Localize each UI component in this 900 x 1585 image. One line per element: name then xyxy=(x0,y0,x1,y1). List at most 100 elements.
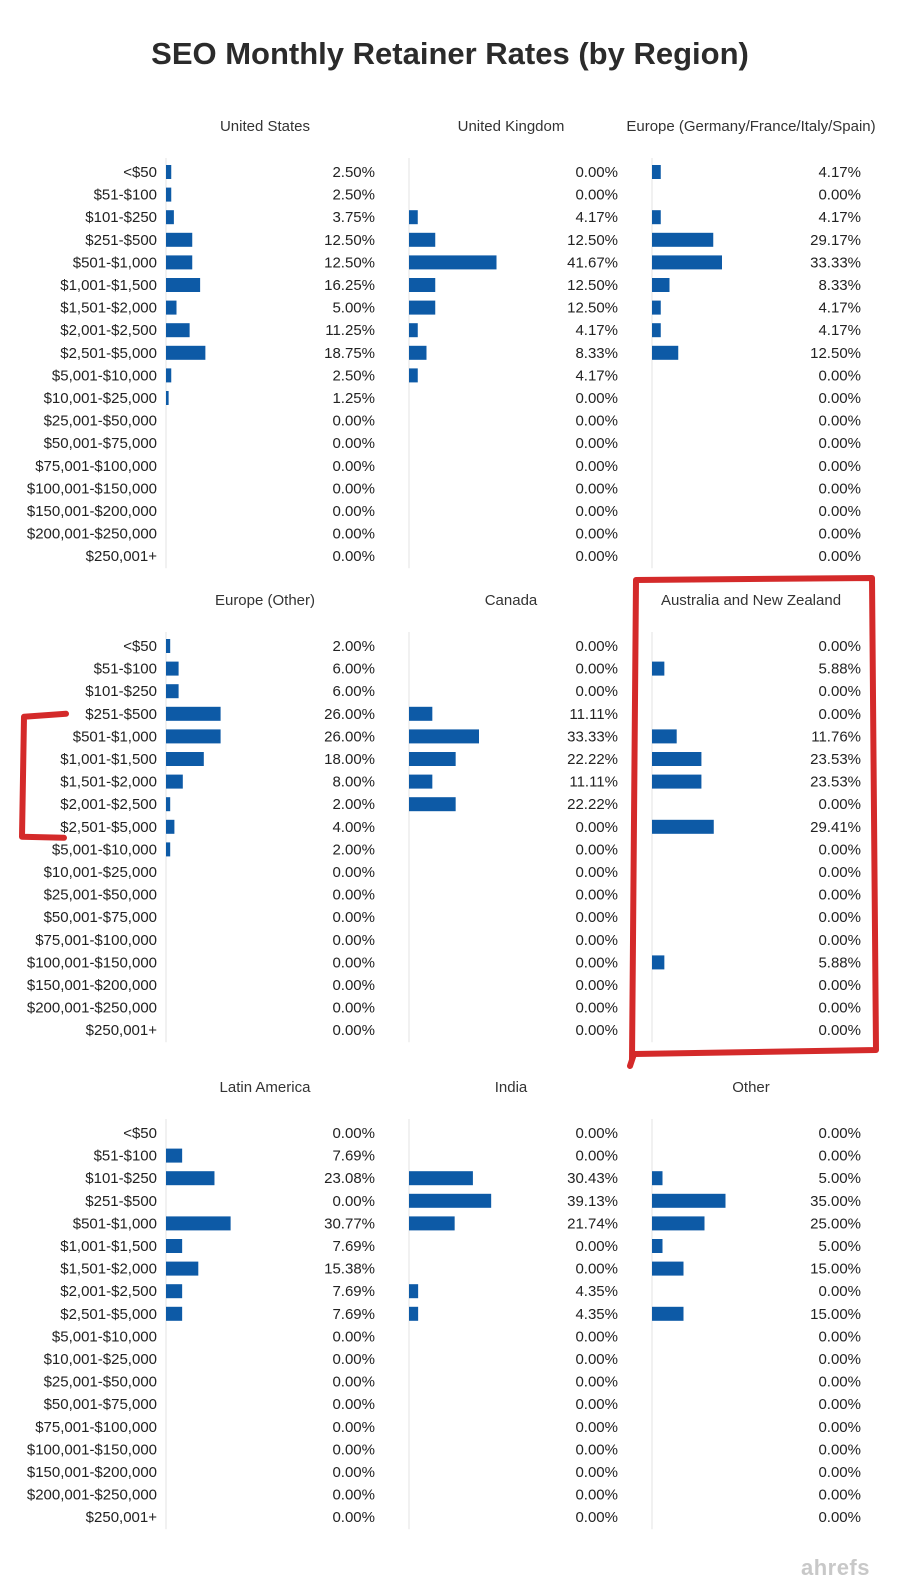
value-label: 0.00% xyxy=(818,367,861,384)
panel-title-europe-other: Europe (Other) xyxy=(215,592,315,609)
value-label: 0.00% xyxy=(332,1125,375,1142)
value-label: 0.00% xyxy=(575,187,618,204)
value-label: 0.00% xyxy=(818,1000,861,1017)
value-label: 0.00% xyxy=(575,390,618,407)
category-label: $501-$1,000 xyxy=(73,728,157,745)
value-label: 0.00% xyxy=(818,1022,861,1039)
value-label: 22.22% xyxy=(567,796,618,813)
category-label: $501-$1,000 xyxy=(73,1215,157,1232)
value-label: 0.00% xyxy=(818,683,861,700)
bar-canada xyxy=(409,797,456,812)
value-label: 1.25% xyxy=(332,390,375,407)
bar-europe-other xyxy=(166,684,179,699)
value-label: 0.00% xyxy=(575,503,618,520)
value-label: 0.00% xyxy=(575,1419,618,1436)
value-label: 26.00% xyxy=(324,706,375,723)
category-label: $2,001-$2,500 xyxy=(60,796,157,813)
value-label: 2.00% xyxy=(332,796,375,813)
value-label: 15.00% xyxy=(810,1306,861,1323)
value-label: 29.41% xyxy=(810,819,861,836)
panel-title-united-kingdom: United Kingdom xyxy=(458,118,565,135)
bar-europe-germany-france-italy-spain xyxy=(652,345,679,360)
bar-australia-and-new-zealand xyxy=(652,661,665,676)
value-label: 7.69% xyxy=(332,1283,375,1300)
value-label: 8.33% xyxy=(818,277,861,294)
value-label: 0.00% xyxy=(575,638,618,655)
value-label: 35.00% xyxy=(810,1193,861,1210)
value-label: 0.00% xyxy=(575,1000,618,1017)
value-label: 4.00% xyxy=(332,819,375,836)
category-label: $150,001-$200,000 xyxy=(27,977,157,994)
value-label: 0.00% xyxy=(575,1464,618,1481)
value-label: 0.00% xyxy=(818,1464,861,1481)
value-label: 0.00% xyxy=(575,1374,618,1391)
category-label: $2,501-$5,000 xyxy=(60,345,157,362)
value-label: 0.00% xyxy=(332,932,375,949)
bar-europe-other xyxy=(166,639,171,653)
bar-united-states xyxy=(166,323,190,338)
bar-united-states xyxy=(166,345,206,360)
value-label: 0.00% xyxy=(818,390,861,407)
value-label: 0.00% xyxy=(332,909,375,926)
bar-united-kingdom xyxy=(409,368,418,383)
bar-canada xyxy=(409,774,433,789)
value-label: 0.00% xyxy=(818,435,861,452)
value-label: 2.50% xyxy=(332,187,375,204)
value-label: 0.00% xyxy=(818,458,861,475)
bar-united-kingdom xyxy=(409,232,436,247)
value-label: 0.00% xyxy=(332,954,375,971)
category-label: $100,001-$150,000 xyxy=(27,480,157,497)
panel-title-australia-and-new-zealand: Australia and New Zealand xyxy=(661,592,841,609)
category-label: $150,001-$200,000 xyxy=(27,1464,157,1481)
value-label: 7.69% xyxy=(332,1238,375,1255)
bar-other xyxy=(652,1261,684,1276)
value-label: 0.00% xyxy=(818,1283,861,1300)
category-label: $5,001-$10,000 xyxy=(52,367,157,384)
value-label: 0.00% xyxy=(575,1509,618,1526)
bar-latin-america xyxy=(166,1148,183,1163)
category-label: $2,501-$5,000 xyxy=(60,819,157,836)
category-label: $200,001-$250,000 xyxy=(27,1487,157,1504)
category-label: $250,001+ xyxy=(86,1022,158,1039)
value-label: 0.00% xyxy=(332,503,375,520)
bar-australia-and-new-zealand xyxy=(652,955,665,970)
category-label: $501-$1,000 xyxy=(73,254,157,271)
panel-title-united-states: United States xyxy=(220,118,310,135)
bar-united-states xyxy=(166,210,174,225)
bar-latin-america xyxy=(166,1171,215,1186)
value-label: 4.17% xyxy=(575,322,618,339)
value-label: 0.00% xyxy=(332,1328,375,1345)
bar-united-states xyxy=(166,278,201,292)
value-label: 0.00% xyxy=(332,887,375,904)
bar-india xyxy=(409,1306,419,1321)
value-label: 0.00% xyxy=(818,796,861,813)
value-label: 39.13% xyxy=(567,1193,618,1210)
value-label: 0.00% xyxy=(575,887,618,904)
bar-united-kingdom xyxy=(409,278,436,292)
value-label: 2.00% xyxy=(332,841,375,858)
value-label: 0.00% xyxy=(332,1487,375,1504)
value-label: 0.00% xyxy=(332,1022,375,1039)
value-label: 0.00% xyxy=(818,1328,861,1345)
value-label: 0.00% xyxy=(818,1419,861,1436)
value-label: 0.00% xyxy=(575,1022,618,1039)
value-label: 41.67% xyxy=(567,254,618,271)
category-label: $251-$500 xyxy=(85,232,157,249)
value-label: 0.00% xyxy=(818,503,861,520)
value-label: 0.00% xyxy=(818,413,861,430)
value-label: 4.17% xyxy=(818,164,861,181)
bar-united-states xyxy=(166,300,177,315)
category-label: $2,001-$2,500 xyxy=(60,322,157,339)
value-label: 0.00% xyxy=(818,1441,861,1458)
bar-europe-other xyxy=(166,819,175,834)
category-label: <$50 xyxy=(123,1125,157,1142)
value-label: 0.00% xyxy=(575,435,618,452)
category-label: $1,001-$1,500 xyxy=(60,751,157,768)
bar-latin-america xyxy=(166,1261,199,1276)
bar-australia-and-new-zealand xyxy=(652,729,677,744)
value-label: 4.17% xyxy=(575,209,618,226)
value-label: 7.69% xyxy=(332,1148,375,1165)
value-label: 0.00% xyxy=(575,909,618,926)
category-label: $101-$250 xyxy=(85,209,157,226)
category-label: $2,501-$5,000 xyxy=(60,1306,157,1323)
